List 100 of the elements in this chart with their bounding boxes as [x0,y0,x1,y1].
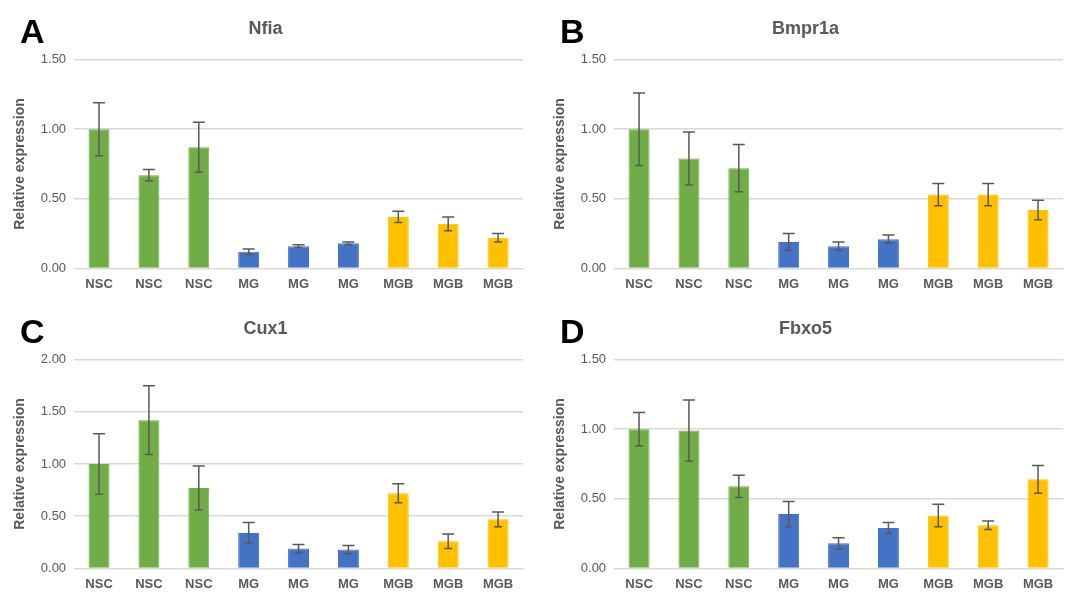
bar [778,514,800,568]
chart-title: Cux1 [243,317,288,338]
bar [628,429,650,568]
x-tick-label: NSC [625,275,654,291]
text: B [560,12,585,51]
x-tick-label: MG [288,275,310,291]
bar [138,420,160,568]
x-tick-label: NSC [185,275,214,291]
y-tick-label: 0.50 [40,190,67,206]
x-tick-label: NSC [85,275,114,291]
bar [188,147,210,268]
x-tick-label: MGB [433,275,464,291]
bar [1027,479,1049,568]
x-tick-label: MGB [383,275,414,291]
y-tick-label: 0.00 [580,559,607,575]
bar [337,243,359,268]
y-tick-label: 1.50 [580,351,607,367]
x-tick-label: NSC [675,575,704,591]
bar [487,519,509,568]
x-tick-label: MGB [433,575,464,591]
x-tick-label: MGB [923,275,954,291]
text: C [20,312,45,351]
x-tick-label: MGB [482,575,514,591]
y-tick-label: 1.00 [580,420,607,436]
x-tick-label: MGB [973,575,1004,591]
bar [678,158,700,268]
chart-title: Bmpr1a [771,17,840,38]
bar [977,194,999,268]
text: A [20,12,45,51]
y-axis-title: Relative expression [551,398,568,530]
chart-title: Fbxo5 [778,317,833,338]
y-tick-label: 0.50 [580,190,607,206]
bar [778,241,800,268]
chart-title: Nfia [248,17,284,38]
bar [927,515,949,568]
y-tick-label: 2.00 [40,351,67,367]
bar [927,194,949,268]
bar [1027,209,1049,268]
x-tick-label: MG [877,275,899,291]
bar [728,486,750,568]
bar [138,175,160,268]
bar [828,543,850,568]
y-tick-label: 1.50 [580,51,607,67]
x-tick-label: MG [778,575,800,591]
bar [728,168,750,268]
y-axis-title: Relative expression [11,398,28,530]
bar [437,223,459,268]
x-tick-label: MGB [383,575,414,591]
x-tick-label: MGB [482,275,514,291]
y-tick-label: 1.50 [40,403,67,419]
x-tick-label: MG [778,275,800,291]
y-tick-label: 0.50 [40,507,67,523]
x-tick-label: NSC [725,575,754,591]
bar [387,216,409,268]
x-tick-label: NSC [135,575,164,591]
x-tick-label: NSC [85,575,114,591]
y-tick-label: 1.00 [580,120,607,136]
x-tick-label: NSC [135,275,164,291]
x-tick-label: MG [877,575,899,591]
bar [628,129,650,268]
y-tick-label: 1.50 [40,51,67,67]
y-tick-label: 0.50 [580,490,607,506]
bar [288,246,310,268]
y-axis-title: Relative expression [551,98,568,230]
y-tick-label: 0.00 [40,559,67,575]
bar [88,464,110,568]
y-tick-label: 1.00 [40,455,67,471]
y-axis-title: Relative expression [11,98,28,230]
bar [977,525,999,568]
bar [678,430,700,568]
bar [238,532,260,568]
x-tick-label: MG [288,575,310,591]
bar [88,129,110,268]
x-tick-label: MG [337,275,359,291]
x-tick-label: MG [828,275,850,291]
x-tick-label: MG [238,575,260,591]
x-tick-label: MGB [1022,575,1054,591]
x-tick-label: NSC [625,575,654,591]
x-tick-label: NSC [185,575,214,591]
bar [437,541,459,568]
bar [487,237,509,268]
x-tick-label: MG [828,575,850,591]
bar [238,251,260,268]
x-tick-label: MGB [973,275,1004,291]
y-tick-label: 1.00 [40,120,67,136]
y-tick-label: 0.00 [580,259,607,275]
bar [288,548,310,568]
bar [188,488,210,568]
y-tick-label: 0.00 [40,259,67,275]
text: D [560,312,585,351]
x-tick-label: MGB [1022,275,1054,291]
bar [828,246,850,268]
x-tick-label: NSC [675,275,704,291]
bar [387,493,409,568]
x-tick-label: NSC [725,275,754,291]
x-tick-label: MGB [923,575,954,591]
bar [877,239,899,268]
x-tick-label: MG [337,575,359,591]
x-tick-label: MG [238,275,260,291]
bar [877,528,899,568]
